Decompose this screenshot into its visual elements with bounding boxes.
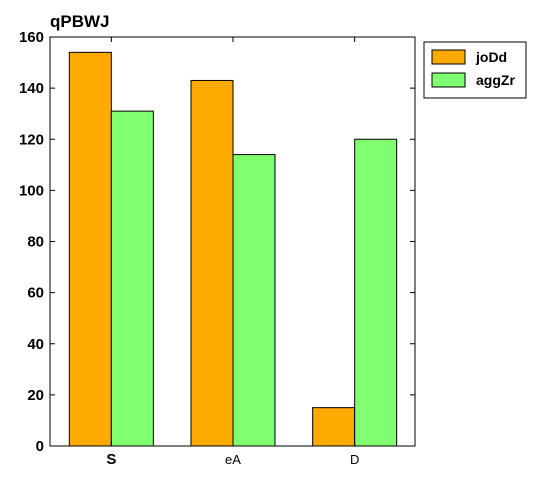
chart-title: qPBWJ [50, 12, 110, 31]
y-tick-label: 100 [19, 182, 44, 199]
y-tick-label: 40 [27, 336, 44, 353]
legend-swatch-joDd [431, 49, 466, 65]
bar-joDd-eA [190, 79, 234, 447]
bar-aggZr-D [354, 138, 398, 447]
legend-label-joDd: joDd [475, 49, 507, 65]
x-tick-label: D [350, 452, 359, 467]
y-tick-label: 140 [19, 80, 44, 97]
legend-swatch-aggZr [431, 72, 466, 88]
y-tick-label: 160 [19, 29, 44, 46]
y-tick-label: 80 [27, 234, 44, 251]
x-tick-label: S [106, 451, 116, 468]
legend: joDd aggZr [423, 41, 527, 99]
legend-label-aggZr: aggZr [476, 72, 515, 88]
bar-joDd-D [312, 407, 356, 447]
y-tick-label: 60 [27, 285, 44, 302]
x-tick-label: eA [225, 452, 241, 467]
y-tick-label: 120 [19, 131, 44, 148]
y-tick-label: 0 [36, 438, 44, 455]
y-tick-label: 20 [27, 387, 44, 404]
plot-area: 0 20 40 60 80 100 120 140 160 S eA D [19, 29, 416, 468]
bar-aggZr-S [110, 110, 154, 447]
bar-joDd-S [68, 51, 112, 447]
bar-aggZr-eA [232, 154, 276, 447]
